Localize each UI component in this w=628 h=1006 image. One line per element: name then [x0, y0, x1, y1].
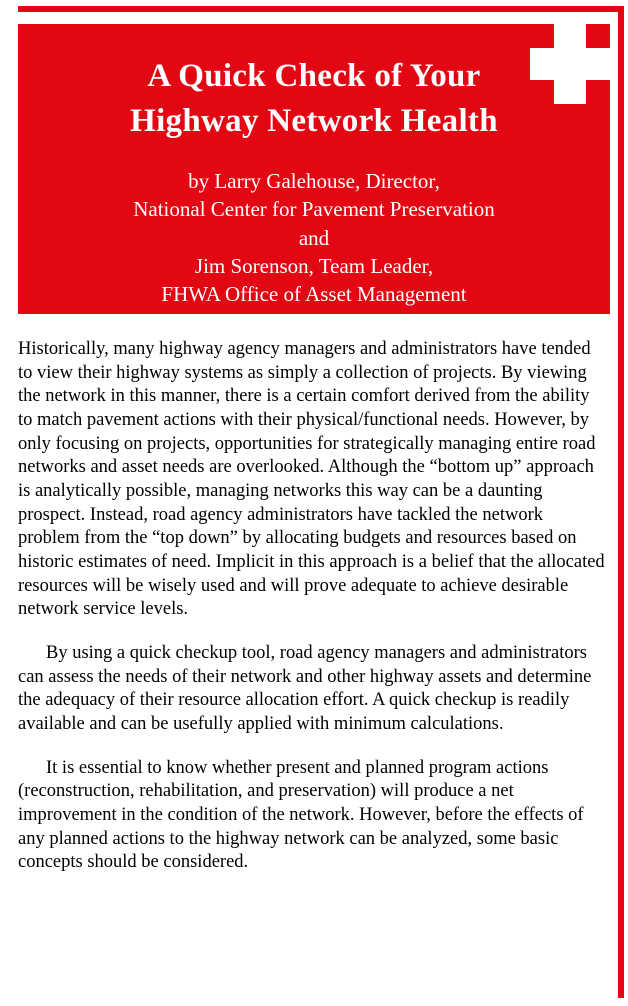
byline-line-2: National Center for Pavement Preservatio… [133, 197, 495, 221]
title-line-1: A Quick Check of Your [147, 58, 480, 94]
byline-line-4: Jim Sorenson, Team Leader, [195, 254, 433, 278]
byline-line-1: by Larry Galehouse, Director, [188, 169, 440, 193]
body-text: Historically, many highway agency manage… [18, 338, 606, 895]
paragraph-1: Historically, many highway agency manage… [18, 338, 606, 622]
title-line-2: Highway Network Health [130, 103, 498, 139]
top-accent-bar [18, 6, 618, 12]
byline-line-3: and [299, 226, 329, 250]
header-panel: A Quick Check of Your Highway Network He… [18, 24, 610, 314]
byline-line-5: FHWA Office of Asset Management [161, 282, 466, 306]
paragraph-3: It is essential to know whether present … [18, 757, 606, 875]
paragraph-2: By using a quick checkup tool, road agen… [18, 642, 606, 737]
plus-cross-icon [530, 24, 610, 104]
byline: by Larry Galehouse, Director, National C… [46, 167, 582, 309]
document-title: A Quick Check of Your Highway Network He… [46, 54, 582, 143]
right-accent-bar [618, 6, 624, 998]
